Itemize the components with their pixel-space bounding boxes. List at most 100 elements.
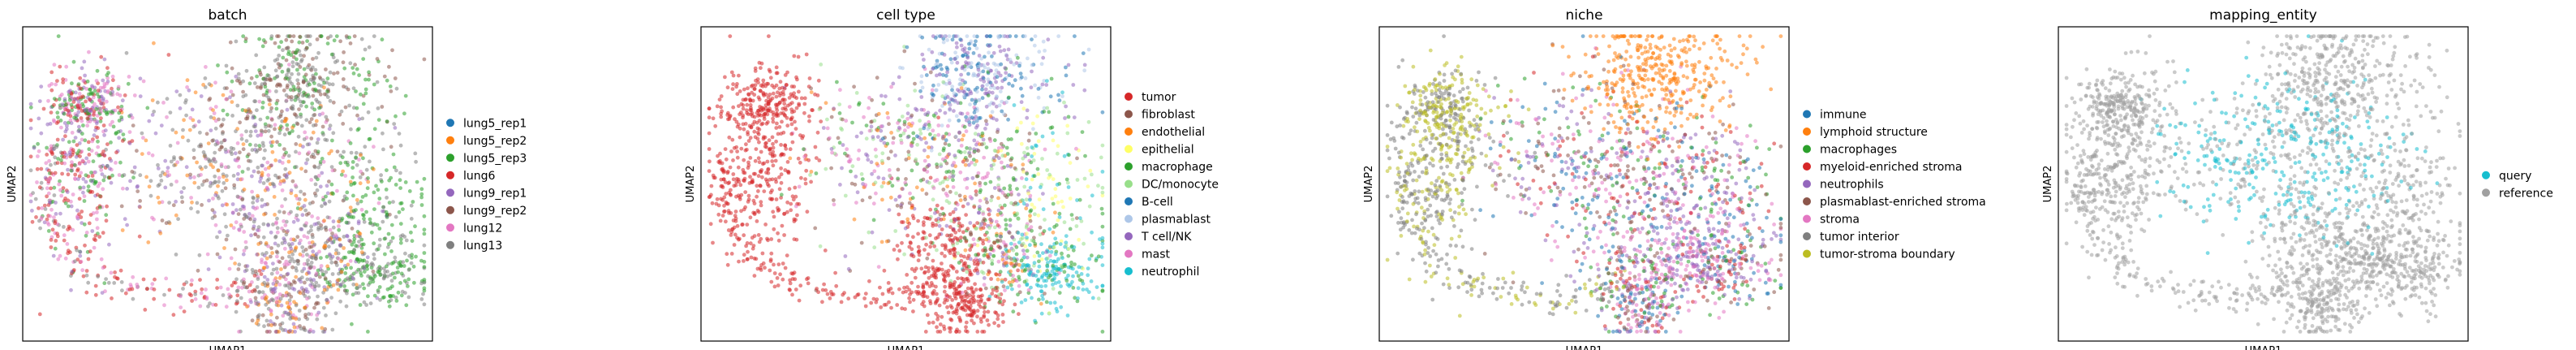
data-point: [138, 199, 143, 203]
data-point: [176, 217, 181, 222]
data-point: [775, 71, 780, 76]
data-point: [356, 291, 361, 296]
data-point: [97, 98, 101, 102]
data-point: [195, 160, 200, 165]
data-point: [920, 188, 925, 192]
data-point: [987, 226, 991, 230]
data-point: [232, 183, 237, 188]
legend-marker: [446, 188, 454, 197]
data-point: [277, 292, 282, 296]
data-point: [927, 145, 931, 150]
data-point: [330, 191, 334, 196]
data-point: [355, 197, 359, 202]
data-point: [116, 129, 121, 134]
data-point: [737, 179, 742, 184]
data-point: [264, 302, 269, 307]
data-point: [957, 193, 962, 198]
data-point: [216, 63, 220, 67]
panel-title: batch: [209, 7, 247, 24]
data-point: [78, 249, 83, 254]
data-point: [98, 164, 102, 169]
data-point: [275, 280, 279, 284]
data-point: [198, 278, 202, 282]
data-point: [320, 111, 325, 116]
data-point: [88, 87, 92, 92]
data-point: [752, 212, 757, 217]
data-point: [284, 93, 289, 97]
data-point: [921, 284, 926, 289]
data-point: [137, 234, 142, 239]
data-point: [118, 160, 123, 165]
data-point: [950, 171, 955, 175]
data-point: [78, 154, 82, 159]
data-point: [239, 136, 244, 141]
data-point: [755, 184, 759, 188]
data-point: [302, 234, 307, 239]
data-point: [945, 95, 950, 99]
data-point: [291, 34, 296, 38]
data-point: [748, 175, 752, 179]
data-point: [92, 109, 97, 114]
data-point: [758, 184, 763, 188]
data-point: [307, 34, 312, 38]
data-point: [235, 293, 240, 298]
data-point: [375, 223, 380, 227]
data-point: [863, 183, 868, 188]
data-point: [1079, 272, 1084, 276]
data-point: [1068, 227, 1073, 231]
data-point: [101, 266, 105, 270]
data-point: [973, 282, 977, 287]
data-point: [45, 122, 50, 127]
data-point: [893, 153, 897, 158]
data-point: [80, 149, 84, 153]
data-point: [1000, 109, 1004, 114]
data-point: [1025, 255, 1030, 260]
data-point: [68, 114, 73, 119]
data-point: [314, 97, 319, 102]
data-point: [1021, 201, 1026, 206]
data-point: [81, 177, 86, 181]
data-point: [76, 177, 80, 181]
data-point: [1073, 296, 1077, 300]
data-point: [933, 269, 938, 274]
data-point: [990, 258, 995, 263]
data-point: [1086, 119, 1091, 124]
data-point: [1072, 115, 1077, 120]
data-point: [49, 171, 54, 175]
data-point: [984, 237, 989, 242]
data-point: [1014, 129, 1019, 134]
data-point: [105, 163, 110, 168]
data-point: [986, 254, 990, 259]
data-point: [244, 285, 249, 290]
data-point: [1066, 185, 1071, 189]
data-point: [282, 178, 286, 183]
data-point: [789, 201, 793, 206]
data-point: [403, 251, 407, 256]
data-point: [307, 82, 312, 87]
data-point: [1029, 208, 1034, 213]
data-point: [1100, 193, 1105, 198]
data-point: [717, 97, 722, 102]
data-point: [336, 251, 341, 256]
data-point: [943, 141, 948, 146]
data-point: [756, 132, 761, 136]
data-point: [967, 64, 972, 68]
data-point: [196, 268, 200, 273]
data-point: [1100, 143, 1105, 148]
data-point: [1019, 120, 1023, 125]
data-point: [1048, 94, 1053, 99]
data-point: [92, 89, 97, 93]
data-point: [849, 169, 853, 174]
data-point: [339, 270, 344, 274]
data-point: [902, 49, 907, 54]
data-point: [772, 85, 776, 90]
data-point: [924, 235, 928, 240]
data-point: [754, 147, 759, 152]
data-point: [147, 184, 152, 189]
data-point: [247, 142, 252, 147]
data-point: [111, 78, 115, 83]
data-point: [191, 156, 196, 160]
data-point: [1054, 223, 1059, 227]
data-point: [991, 156, 996, 161]
data-point: [320, 204, 324, 209]
